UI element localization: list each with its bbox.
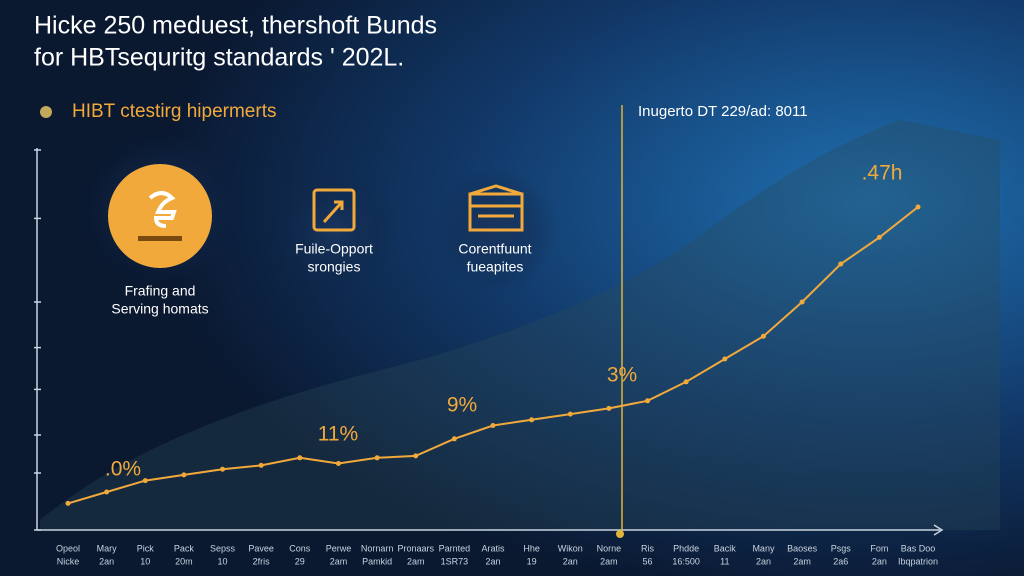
x-tick-label: 2an xyxy=(872,556,887,566)
data-point xyxy=(181,472,187,478)
data-point xyxy=(567,411,573,417)
x-tick-label: Bas Doo xyxy=(901,543,936,553)
icon-glyph xyxy=(138,236,182,241)
x-tick-label: 2an xyxy=(756,556,771,566)
x-tick-label: 2fris xyxy=(253,556,271,566)
data-point xyxy=(258,462,264,468)
data-label: .0% xyxy=(105,458,141,481)
data-point xyxy=(335,461,341,466)
icon xyxy=(468,192,524,232)
x-tick-label: 2a6 xyxy=(833,556,848,566)
icon-glyph xyxy=(469,184,523,218)
x-tick-label: Pick xyxy=(137,543,155,553)
x-tick-label: Phdde xyxy=(673,543,699,553)
legend-label: HIBT ctestirg hipermerts xyxy=(72,101,276,122)
data-label: 11% xyxy=(318,423,358,446)
x-tick-label: 1SR73 xyxy=(441,556,469,566)
x-tick-label: 2an xyxy=(485,556,500,566)
data-label: .47h xyxy=(862,162,903,185)
texture xyxy=(40,120,1000,530)
x-tick-label: Nicke xyxy=(57,556,80,566)
feature-label: fueapites xyxy=(467,259,524,275)
feature-label: Fuile-Opport xyxy=(295,241,373,257)
x-tick-label: Ibqpatrion xyxy=(898,556,938,566)
data-point xyxy=(645,398,651,404)
x-tick-label: Baoses xyxy=(787,543,818,553)
data-point xyxy=(142,478,148,484)
axis-arrow xyxy=(933,524,944,536)
data-label: 3% xyxy=(607,364,637,387)
data-point xyxy=(374,455,380,461)
x-tick-label: 11 xyxy=(720,556,729,566)
x-tick-label: Pavee xyxy=(248,543,274,553)
icon xyxy=(312,188,356,232)
data-point xyxy=(760,333,766,339)
x-tick-label: 10 xyxy=(218,556,228,566)
x-tick-label: 2am xyxy=(330,556,348,566)
x-tick-label: 2an xyxy=(99,556,114,566)
x-tick-label: Wikon xyxy=(558,543,583,553)
feature-label: Frafing and xyxy=(125,283,196,299)
x-tick-label: Pronaars xyxy=(397,543,434,553)
x-tick-label: Bacik xyxy=(714,543,737,553)
x-tick-label: 2an xyxy=(563,556,578,566)
x-tick-label: Parnted xyxy=(439,543,471,553)
legend-marker xyxy=(40,106,52,118)
x-tick-label: 2am xyxy=(407,556,425,566)
x-tick-label: 10 xyxy=(140,556,150,566)
data-point xyxy=(65,500,71,506)
x-tick-label: Nornarn xyxy=(361,543,394,553)
data-label: 9% xyxy=(447,394,477,417)
data-point xyxy=(451,436,457,442)
feature-label: srongies xyxy=(308,259,361,275)
reference-marker xyxy=(616,530,624,538)
chart-title: Hicke 250 meduest, thershoft Bunds xyxy=(34,12,437,40)
data-point xyxy=(799,299,805,305)
feature-label: Serving homats xyxy=(111,301,208,317)
x-tick-label: Perwe xyxy=(326,543,352,553)
icon-glyph xyxy=(148,191,177,228)
x-tick-label: Pamkid xyxy=(362,556,392,566)
x-tick-label: Many xyxy=(752,543,775,553)
x-tick-label: 2am xyxy=(793,556,811,566)
x-tick-label: Hhe xyxy=(523,543,540,553)
data-point xyxy=(104,489,110,495)
x-tick-label: Cons xyxy=(289,543,311,553)
data-point xyxy=(297,455,303,461)
icon-glyph xyxy=(322,200,344,224)
data-point xyxy=(490,423,496,428)
data-point xyxy=(413,453,419,459)
data-point xyxy=(529,417,535,423)
x-tick-label: Norne xyxy=(597,543,622,553)
data-point xyxy=(838,261,844,267)
annotation: Inugerto DT 229/ad: 8011 xyxy=(638,103,808,120)
x-tick-label: 19 xyxy=(527,556,537,566)
x-tick-label: Opeol xyxy=(56,543,80,553)
x-tick-label: Mary xyxy=(97,543,117,553)
x-tick-label: Sepss xyxy=(210,543,236,553)
x-tick-label: Aratis xyxy=(481,543,505,553)
data-point xyxy=(220,466,226,472)
data-point xyxy=(876,234,882,240)
feature-label: Corentfuunt xyxy=(458,241,531,257)
data-point xyxy=(915,204,921,210)
x-tick-label: 56 xyxy=(643,556,653,566)
x-tick-label: Pack xyxy=(174,543,195,553)
x-tick-label: 16:500 xyxy=(672,556,700,566)
x-tick-label: 20m xyxy=(175,556,193,566)
x-tick-label: Fom xyxy=(870,543,888,553)
chart-title: for HBTsequritg standards ' 202L. xyxy=(34,44,404,72)
x-tick-label: 29 xyxy=(295,556,305,566)
x-tick-label: Psgs xyxy=(831,543,852,553)
data-point xyxy=(683,379,689,385)
data-point xyxy=(722,356,728,362)
x-tick-label: 2am xyxy=(600,556,618,566)
x-tick-label: Ris xyxy=(641,543,654,553)
data-point xyxy=(606,405,612,411)
